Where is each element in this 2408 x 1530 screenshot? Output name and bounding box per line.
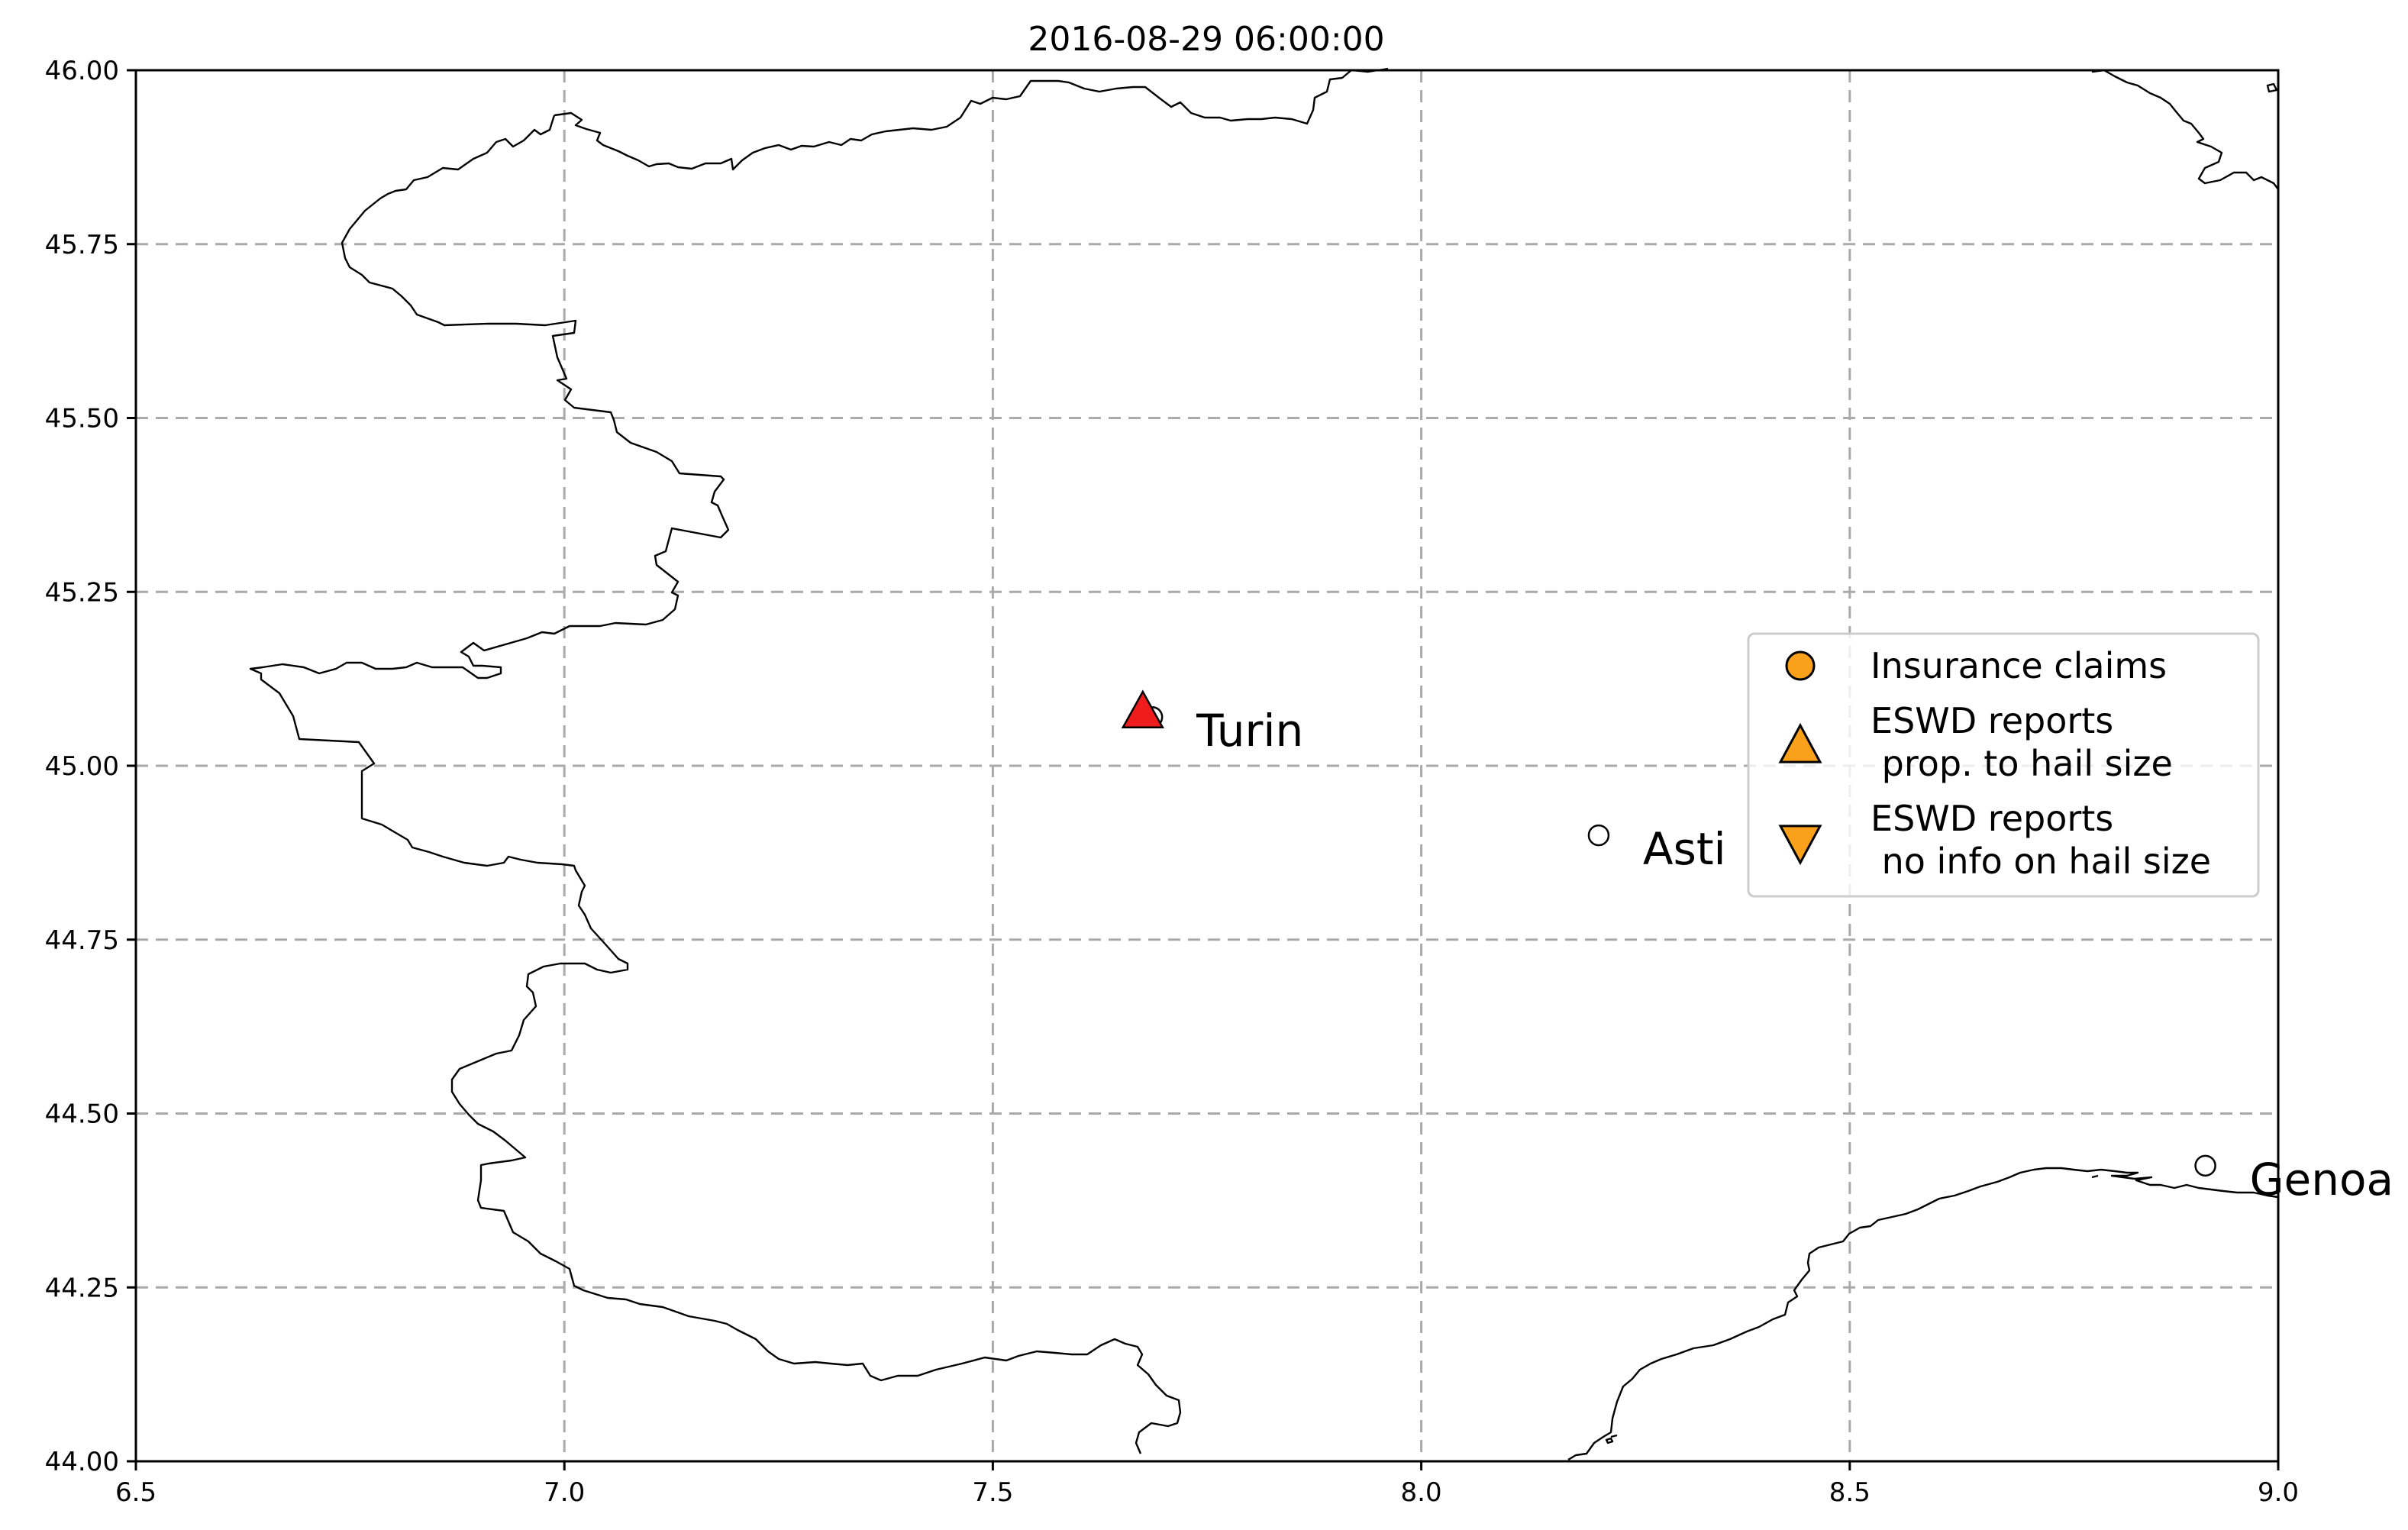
city-label-genoa: Genoa [2250, 1154, 2393, 1206]
ligurian-coastline [1567, 1167, 2279, 1461]
x-tick-label: 6.5 [115, 1477, 157, 1508]
city-marker-asti [1587, 824, 1610, 847]
x-tick-label: 7.5 [972, 1477, 1013, 1508]
y-tick-label: 44.50 [45, 1099, 119, 1130]
legend-label: ESWD reports [1871, 700, 2113, 741]
city-label-turin: Turin [1196, 705, 1303, 757]
x-tick-label: 8.5 [1829, 1477, 1871, 1508]
x-tick-label: 7.0 [544, 1477, 585, 1508]
legend-box [1747, 632, 2260, 898]
y-tick-label: 45.25 [45, 577, 119, 608]
y-tick-label: 44.25 [45, 1273, 119, 1303]
y-axis-ticks: 44.00 44.25 44.50 44.75 45.00 45.25 45.50 45.75… [45, 56, 136, 1477]
western-border-line [554, 67, 1389, 171]
coast-islet [1605, 1437, 1614, 1444]
northeast-border-line [2091, 69, 2279, 190]
plot-area: 6.5 7.0 7.5 8.0 8.5 9.0 44.0044.2544.5044.754… [45, 56, 2393, 1508]
eswd-report-marker [1121, 689, 1164, 728]
y-tick-label: 44.00 [45, 1447, 119, 1477]
legend-label: ESWD reports [1871, 798, 2113, 839]
y-tick-label: 45.50 [45, 404, 119, 434]
alpine-border-line [249, 115, 1182, 1454]
legend-triangle-down-icon [1778, 825, 1822, 866]
y-tick-label: 46.00 [45, 56, 119, 86]
y-tick-label: 44.75 [45, 925, 119, 956]
coast-islet-3 [2091, 1174, 2099, 1179]
y-tick-label: 45.75 [45, 230, 119, 260]
city-label-asti: Asti [1643, 823, 1726, 875]
northeast-border-fragment [2266, 82, 2278, 93]
map-title: 2016-08-29 06:00:00 [1028, 20, 1384, 59]
x-tick-label: 8.0 [1401, 1477, 1442, 1508]
city-marker-genoa [2194, 1154, 2216, 1177]
eswd-report-markers [1121, 689, 1164, 728]
coast-islet-2 [1610, 1434, 1618, 1438]
legend-label: prop. to hail size [1871, 743, 2173, 784]
legend-label: Insurance claims [1871, 645, 2167, 686]
x-tick-label: 9.0 [2258, 1477, 2299, 1508]
x-axis-ticks: 6.5 7.0 7.5 8.0 8.5 9.0 [115, 1461, 2299, 1508]
legend: Insurance claims ESWD reports prop. to ha… [1747, 632, 2260, 898]
legend-items: Insurance claims ESWD reports prop. to ha… [1778, 645, 2211, 882]
y-tick-label: 45.00 [45, 751, 119, 782]
country-borders [249, 67, 2279, 1461]
legend-triangle-up-icon [1778, 722, 1822, 763]
legend-label: no info on hail size [1871, 841, 2211, 882]
legend-circle-icon [1785, 650, 1816, 681]
